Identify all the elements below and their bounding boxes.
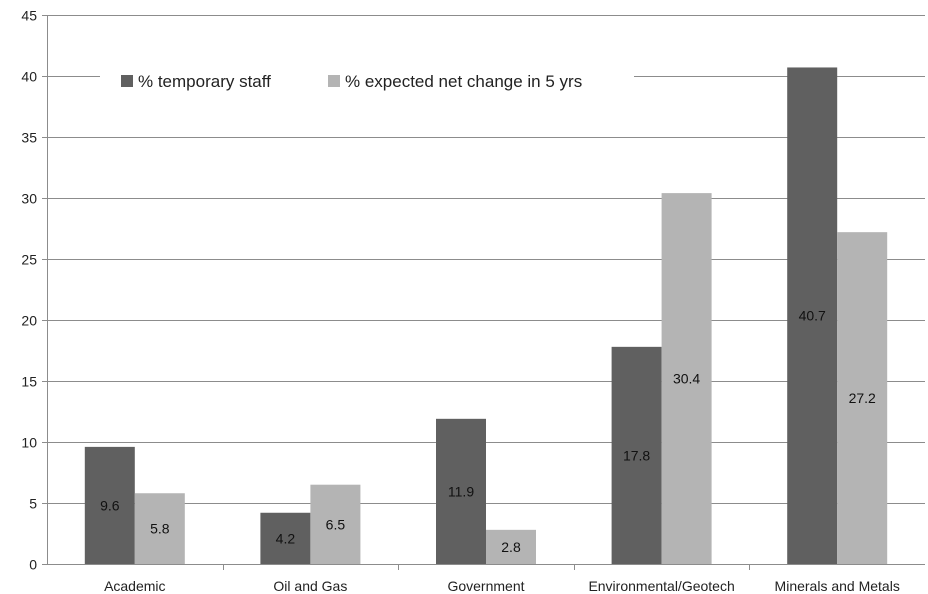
legend-label-temporary-staff: % temporary staff [138, 72, 271, 91]
x-category-label: Government [447, 578, 524, 594]
data-label: 9.6 [100, 497, 120, 513]
y-tick-label: 45 [21, 8, 37, 24]
y-tick-label: 35 [21, 130, 37, 146]
gridlines [47, 15, 925, 504]
data-label: 17.8 [623, 447, 650, 463]
data-label: 2.8 [501, 539, 521, 555]
bar-environmental-geotech-series-2 [661, 193, 712, 564]
legend-label-expected-net-change: % expected net change in 5 yrs [345, 72, 582, 91]
data-label: 5.8 [150, 521, 170, 537]
data-label: 40.7 [799, 308, 826, 324]
legend-swatch-temporary-staff [121, 75, 133, 87]
bar-academic-series-1 [84, 446, 135, 564]
x-axis-category-labels: Academic Oil and Gas Government Environment… [104, 578, 900, 594]
axes [47, 15, 925, 570]
x-category-label: Academic [104, 578, 165, 594]
x-category-label: Minerals and Metals [775, 578, 900, 594]
y-tick-label: 25 [21, 252, 37, 268]
bar-oil-and-gas-series-2 [310, 484, 361, 564]
legend-background [100, 62, 634, 102]
legend: % temporary staff % expected net change … [100, 62, 634, 102]
y-axis-ticks: 0 5 10 15 20 25 30 35 40 45 [21, 8, 47, 573]
y-tick-label: 0 [29, 557, 37, 573]
data-label: 11.9 [448, 483, 474, 499]
bars: 9.6 5.8 4.2 6.5 11.9 2.8 17.8 30.4 40.7 27.2 [84, 67, 888, 565]
data-label: 30.4 [673, 371, 700, 387]
y-tick-label: 30 [21, 191, 37, 207]
bar-government-series-1 [436, 418, 486, 564]
bar-minerals-and-metals-series-2 [837, 232, 888, 564]
bar-minerals-and-metals-series-1 [787, 67, 838, 565]
bar-academic-series-2 [134, 493, 185, 564]
y-tick-label: 15 [21, 374, 37, 390]
y-tick-label: 10 [21, 435, 37, 451]
data-label: 27.2 [849, 390, 876, 406]
data-label: 6.5 [326, 516, 346, 532]
y-tick-label: 5 [29, 496, 37, 512]
x-category-label: Oil and Gas [273, 578, 347, 594]
y-tick-label: 20 [21, 313, 37, 329]
bar-oil-and-gas-series-1 [260, 512, 311, 564]
bar-environmental-geotech-series-1 [611, 346, 662, 564]
data-label: 4.2 [276, 530, 296, 546]
y-tick-label: 40 [21, 69, 37, 85]
legend-swatch-expected-net-change [328, 75, 340, 87]
x-category-label: Environmental/Geotech [588, 578, 734, 594]
bar-government-series-2 [486, 529, 536, 564]
